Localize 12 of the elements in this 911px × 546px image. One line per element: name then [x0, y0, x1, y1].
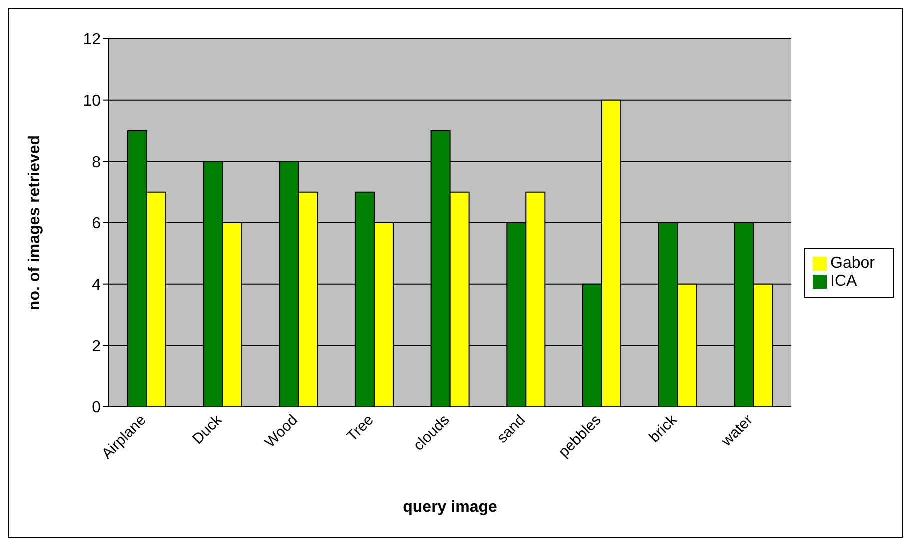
y-tick-label: 8: [92, 154, 102, 172]
y-tick-label: 10: [83, 93, 102, 110]
y-axis-title: no. of images retrieved: [26, 135, 44, 311]
y-tick-label: 12: [83, 32, 102, 49]
y-tick-label: 0: [92, 400, 102, 417]
y-tick-label: 2: [92, 338, 102, 356]
legend-label: Gabor: [830, 255, 875, 272]
y-tick-label: 4: [92, 277, 102, 294]
legend-label: ICA: [830, 273, 858, 290]
y-tick-label: 6: [92, 216, 102, 233]
x-tick-label: Tree: [344, 412, 378, 446]
x-axis-title: query image: [403, 499, 498, 516]
